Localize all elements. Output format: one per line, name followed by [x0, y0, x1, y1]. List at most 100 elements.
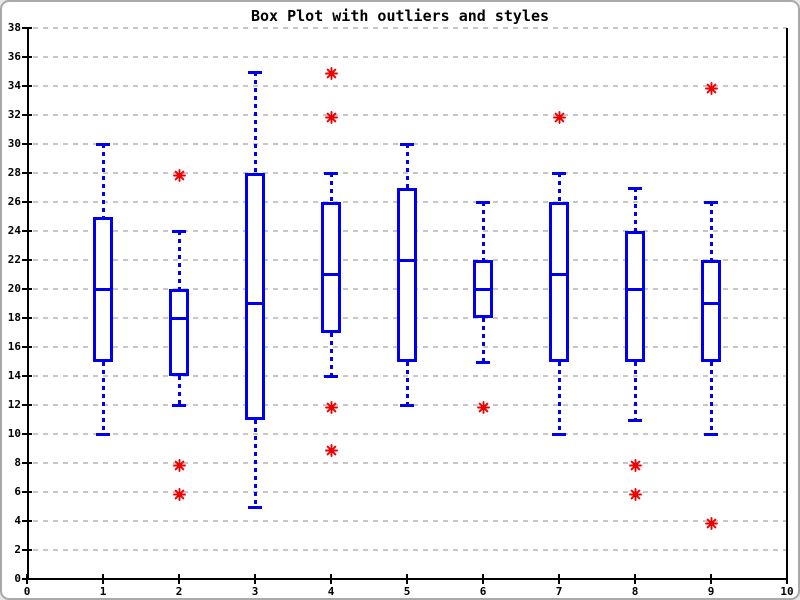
- whisker-lower: [177, 376, 181, 405]
- whisker-cap-high: [96, 143, 110, 146]
- y-tick-label: 10: [7, 427, 21, 440]
- y-tick-label: 8: [14, 456, 21, 469]
- y-tick-label: 2: [14, 543, 21, 556]
- y-gridline: [33, 433, 787, 435]
- median-line: [245, 302, 265, 305]
- y-gridline: [33, 56, 787, 58]
- y-tick-label: 12: [7, 398, 21, 411]
- whisker-cap-low: [476, 360, 490, 364]
- whisker-upper: [633, 187, 637, 231]
- y-tick-label: 18: [7, 311, 21, 324]
- x-tick-label: 6: [479, 585, 487, 598]
- whisker-cap-high: [324, 172, 338, 175]
- whisker-cap-low: [552, 433, 566, 436]
- y-gridline: [33, 549, 787, 551]
- x-tick-label: 4: [327, 585, 335, 598]
- whisker-lower: [481, 318, 485, 362]
- chart-title: Box Plot with outliers and styles: [250, 7, 549, 25]
- whisker-cap-high: [400, 143, 414, 146]
- y-tick-label: 34: [7, 79, 21, 92]
- whisker-upper: [481, 202, 485, 260]
- whisker-upper: [709, 202, 713, 260]
- outlier-marker: [172, 486, 186, 501]
- box: [701, 260, 721, 362]
- y-gridline: [33, 85, 787, 87]
- whisker-lower: [709, 361, 713, 434]
- x-tick-label: 8: [631, 585, 639, 598]
- median-line: [625, 287, 645, 291]
- whisker-lower: [557, 361, 561, 434]
- y-gridline: [33, 172, 787, 174]
- box: [549, 202, 569, 362]
- outlier-marker: [324, 399, 338, 414]
- whisker-cap-high: [628, 186, 642, 190]
- whisker-cap-low: [400, 404, 414, 407]
- outlier-marker: [552, 109, 566, 124]
- whisker-cap-high: [172, 230, 186, 233]
- x-axis-line: [27, 578, 788, 580]
- whisker-lower: [253, 419, 257, 507]
- whisker-cap-high: [704, 201, 718, 204]
- whisker-lower: [101, 361, 105, 434]
- y-tick-label: 0: [14, 572, 21, 585]
- whisker-lower: [633, 361, 637, 420]
- y-tick-label: 38: [7, 21, 21, 34]
- whisker-cap-high: [552, 172, 566, 175]
- x-tick-label: 2: [175, 585, 183, 598]
- whisker-upper: [405, 144, 409, 188]
- whisker-upper: [253, 71, 257, 173]
- y-gridline: [33, 491, 787, 493]
- outlier-marker: [324, 65, 338, 80]
- y-tick-label: 14: [7, 369, 21, 382]
- outlier-marker: [704, 515, 718, 530]
- median-line: [93, 287, 113, 291]
- median-line: [169, 316, 189, 320]
- y-gridline: [33, 27, 787, 29]
- box: [245, 173, 265, 420]
- outlier-marker: [324, 109, 338, 124]
- y-gridline: [33, 375, 787, 377]
- y-tick-label: 20: [7, 282, 21, 295]
- outlier-marker: [172, 167, 186, 182]
- y-tick-label: 28: [7, 166, 21, 179]
- outlier-marker: [628, 486, 642, 501]
- y-tick-label: 26: [7, 195, 21, 208]
- y-tick-label: 6: [14, 485, 21, 498]
- outlier-marker: [172, 457, 186, 472]
- whisker-cap-high: [248, 70, 262, 74]
- y-tick-label: 16: [7, 340, 21, 353]
- plot-right-border: [786, 28, 788, 580]
- box: [397, 187, 417, 362]
- whisker-lower: [405, 361, 409, 405]
- y-tick-label: 4: [14, 514, 21, 527]
- y-gridline: [33, 520, 787, 522]
- outlier-marker: [476, 399, 490, 414]
- whisker-upper: [329, 173, 333, 202]
- y-axis-line: [27, 28, 29, 580]
- outlier-marker: [704, 80, 718, 95]
- median-line: [473, 287, 493, 291]
- y-tick-label: 24: [7, 224, 21, 237]
- whisker-cap-low: [248, 505, 262, 509]
- y-gridline: [33, 462, 787, 464]
- x-tick-label: 7: [555, 585, 563, 598]
- box: [625, 231, 645, 362]
- x-tick-label: 9: [707, 585, 715, 598]
- whisker-cap-low: [324, 375, 338, 378]
- x-tick-label: 5: [403, 585, 411, 598]
- whisker-cap-low: [96, 433, 110, 436]
- box: [321, 202, 341, 333]
- x-tick-label: 3: [251, 585, 259, 598]
- median-line: [549, 273, 569, 276]
- y-tick-label: 30: [7, 137, 21, 150]
- x-tick-label: 1: [99, 585, 107, 598]
- median-line: [701, 302, 721, 305]
- whisker-cap-low: [628, 418, 642, 422]
- box: [169, 289, 189, 376]
- y-gridline: [33, 114, 787, 116]
- outlier-marker: [324, 442, 338, 457]
- whisker-upper: [101, 144, 105, 217]
- y-tick-label: 32: [7, 108, 21, 121]
- whisker-upper: [557, 173, 561, 202]
